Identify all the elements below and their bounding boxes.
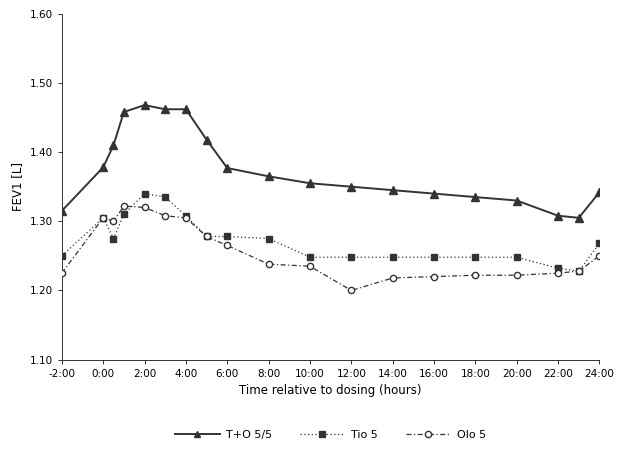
X-axis label: Time relative to dosing (hours): Time relative to dosing (hours) (239, 384, 422, 397)
Legend: T+O 5/5, Tio 5, Olo 5: T+O 5/5, Tio 5, Olo 5 (171, 426, 491, 444)
Y-axis label: FEV1 [L]: FEV1 [L] (11, 162, 24, 211)
